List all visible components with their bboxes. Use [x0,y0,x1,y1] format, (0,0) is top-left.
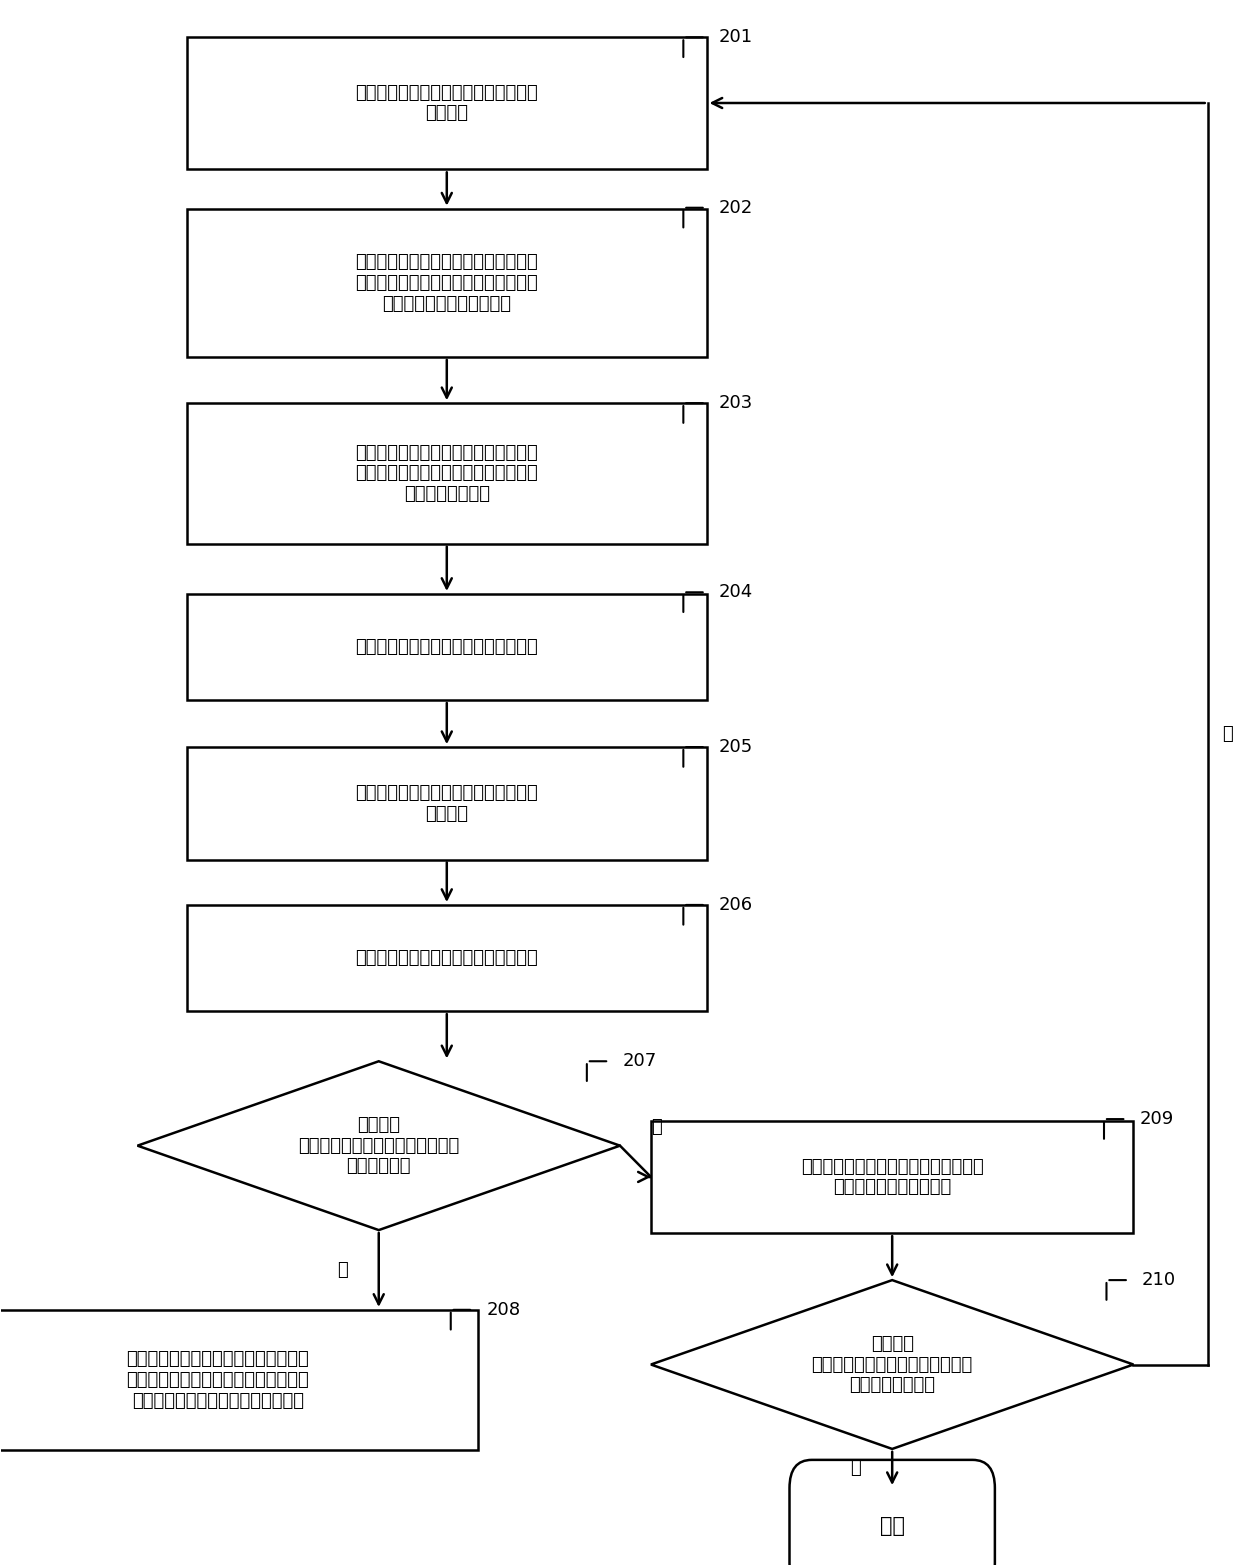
Polygon shape [187,208,707,357]
FancyBboxPatch shape [790,1460,994,1566]
Text: 205: 205 [719,738,753,756]
Polygon shape [187,402,707,543]
Text: 否: 否 [851,1460,862,1477]
Text: 208: 208 [486,1301,521,1319]
Polygon shape [187,747,707,860]
Text: 控制终端向智能门锁发送第一控制指令: 控制终端向智能门锁发送第一控制指令 [356,637,538,656]
Text: 是: 是 [337,1261,347,1279]
Text: 控制终端根据设置成功反馈信息，更新
智能门锁同步存储信息，并将更新后的
智能门锁同步存储信息上传给服务器: 控制终端根据设置成功反馈信息，更新 智能门锁同步存储信息，并将更新后的 智能门锁… [126,1350,309,1409]
Text: 智能门锁根据第一控制指令，进行对应
设置处理: 智能门锁根据第一控制指令，进行对应 设置处理 [356,785,538,822]
Polygon shape [651,1121,1133,1232]
Text: 结束: 结束 [879,1516,905,1536]
Text: 203: 203 [719,395,753,412]
Polygon shape [187,594,707,700]
Text: 207: 207 [622,1052,657,1070]
Text: 204: 204 [719,583,753,601]
Text: 控制终端根据保存的智能门锁同步存储
信息，在人机交互界面上呈现与第一请
求信息对应的设置选项信息: 控制终端根据保存的智能门锁同步存储 信息，在人机交互界面上呈现与第一请 求信息对… [356,254,538,313]
Polygon shape [187,36,707,169]
Text: 智能门锁向控制终端发送设置反馈信息: 智能门锁向控制终端发送设置反馈信息 [356,949,538,968]
Polygon shape [0,1309,477,1450]
Polygon shape [651,1279,1133,1449]
Text: 控制终端根据从人机交互界面上输入的
选择确定信息，生成与第一请求信息对
应的第一控制指令: 控制终端根据从人机交互界面上输入的 选择确定信息，生成与第一请求信息对 应的第一… [356,443,538,503]
Text: 控制终端进行重新设置的提示，并接收
输入的用户提示确认信息: 控制终端进行重新设置的提示，并接收 输入的用户提示确认信息 [801,1157,983,1196]
Text: 209: 209 [1140,1110,1174,1128]
Text: 201: 201 [719,28,753,47]
Text: 202: 202 [719,199,753,216]
Polygon shape [138,1062,620,1229]
Text: 控制终端
判断接收的设置反馈信息是否为成
功反馈信息？: 控制终端 判断接收的设置反馈信息是否为成 功反馈信息？ [298,1117,459,1176]
Text: 206: 206 [719,896,753,915]
Text: 控制终端
判断用户提示确认信息是否为重新
设置确认信息时？: 控制终端 判断用户提示确认信息是否为重新 设置确认信息时？ [811,1334,973,1394]
Text: 210: 210 [1142,1272,1177,1289]
Text: 否: 否 [651,1118,662,1135]
Text: 是: 是 [1223,725,1234,742]
Polygon shape [187,905,707,1012]
Text: 控制终端接收增加当前用户信息的第一
请求信息: 控制终端接收增加当前用户信息的第一 请求信息 [356,83,538,122]
